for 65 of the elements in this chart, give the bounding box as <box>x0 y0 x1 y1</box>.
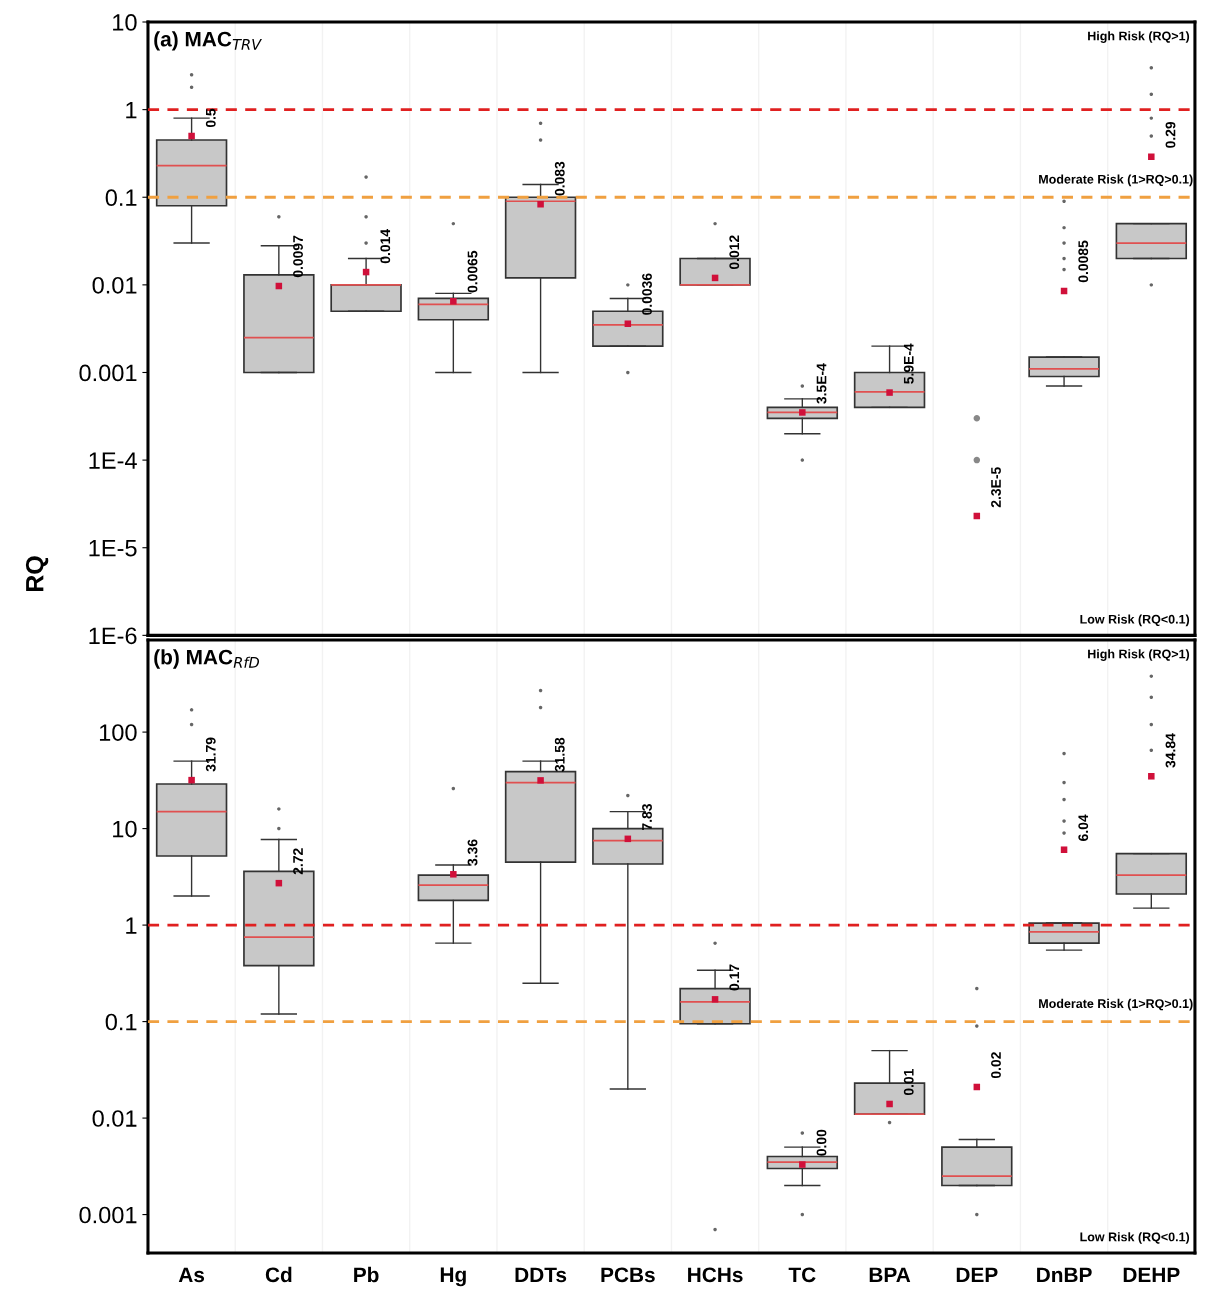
ref-line-label: Moderate Risk (1>RQ>0.1) <box>1039 998 1193 1011</box>
data-label: 0.083 <box>554 161 565 196</box>
y-tick-label: 1E-4 <box>89 452 137 469</box>
data-label: 3.36 <box>467 839 478 866</box>
x-tick-label: Hg <box>440 1267 466 1287</box>
data-label: 0.0065 <box>467 250 478 293</box>
y-tick-label: 0.01 <box>92 276 137 294</box>
data-label: 31.58 <box>554 737 565 772</box>
data-label: 0.29 <box>1165 121 1176 148</box>
point <box>188 132 195 140</box>
x-tick-label: PCBs <box>601 1267 655 1283</box>
point <box>799 409 806 416</box>
y-tick-label: 1E-5 <box>89 540 137 557</box>
data-label: 3.5E-4 <box>816 363 827 404</box>
data-label: 0.5 <box>205 108 216 128</box>
data-label: 0.0085 <box>1078 240 1089 283</box>
annotation: Low Risk (RQ<0.1) <box>1080 1232 1190 1244</box>
data-label: 0.02 <box>991 1052 1001 1079</box>
x-tick-label: DDTs <box>515 1267 567 1283</box>
data-label: 0.01 <box>903 1069 914 1096</box>
data-label: 0.012 <box>729 235 740 270</box>
data-label: 0.00 <box>816 1129 827 1156</box>
data-label: 0.014 <box>380 229 391 264</box>
data-label: 5.9E-4 <box>903 343 914 384</box>
data-label: 2.3E-5 <box>991 467 1001 508</box>
x-tick-label: Pb <box>354 1266 379 1283</box>
annotation: High Risk (RQ>1) <box>1088 649 1190 661</box>
x-tick-label: BPA <box>869 1267 911 1282</box>
data-label: 7.83 <box>642 803 652 830</box>
x-tick-label: HCHs <box>688 1267 743 1283</box>
x-tick-label: Cd <box>265 1266 292 1283</box>
y-tick-label: 100 <box>99 724 137 741</box>
data-label: 0.0097 <box>293 235 303 278</box>
y-tick-label: 0.001 <box>79 364 137 382</box>
chart-title: (a) MAC$_{TRV}$ <box>154 31 262 51</box>
x-tick-label: DEHP <box>1123 1267 1180 1282</box>
y-axis-title: RQ <box>25 556 49 592</box>
data-label: 34.84 <box>1165 733 1176 768</box>
point <box>1148 153 1155 160</box>
data-label: 0.17 <box>729 964 740 991</box>
point <box>537 201 544 208</box>
y-tick-label: 10 <box>113 820 137 838</box>
y-tick-label: 10 <box>113 14 137 31</box>
data-label: 31.79 <box>205 737 216 772</box>
y-tick-label: 1 <box>126 917 137 934</box>
x-tick-label: TC <box>788 1267 816 1283</box>
data-label: 0.0036 <box>642 273 652 315</box>
point <box>624 320 632 327</box>
y-tick-label: 0.01 <box>92 1110 137 1127</box>
y-tick-label: 1 <box>126 101 137 119</box>
x-tick-label: DnBP <box>1037 1267 1092 1282</box>
annotation: High Risk (RQ>1) <box>1088 31 1190 43</box>
point <box>450 298 457 305</box>
y-tick-label: 0.1 <box>105 1013 137 1031</box>
y-tick-label: 1E-6 <box>89 627 137 645</box>
ref-line-label: Moderate Risk (1>RQ>0.1) <box>1039 174 1193 187</box>
data-label: 6.04 <box>1078 814 1089 841</box>
y-tick-label: 0.1 <box>105 189 137 207</box>
data-label: 2.72 <box>293 848 303 875</box>
x-tick-label: As <box>178 1267 205 1283</box>
y-tick-label: 0.001 <box>79 1206 137 1224</box>
chart-title: (b) MAC$_{RfD}$ <box>154 649 260 669</box>
x-tick-label: DEP <box>956 1267 998 1282</box>
annotation: Low Risk (RQ<0.1) <box>1080 614 1190 627</box>
point <box>886 389 893 396</box>
